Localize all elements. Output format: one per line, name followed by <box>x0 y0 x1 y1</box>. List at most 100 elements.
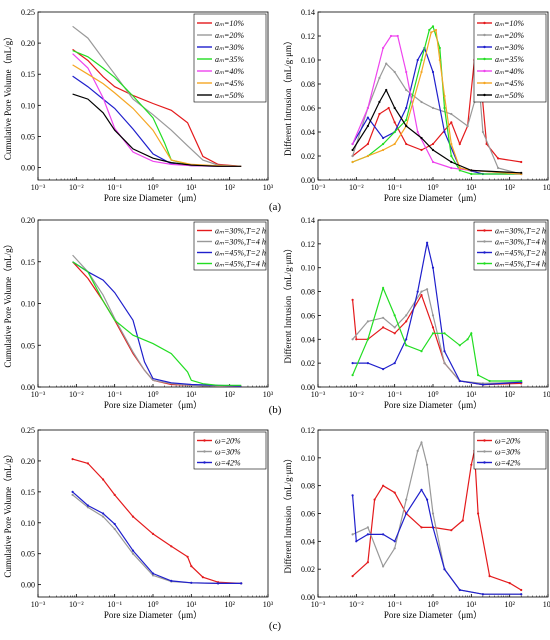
data-point <box>393 362 396 365</box>
data-point <box>450 154 453 158</box>
data-point <box>405 320 408 323</box>
x-tick-label: 10⁻¹ <box>107 390 122 399</box>
y-tick-label: 0.15 <box>21 258 35 267</box>
y-tick-label: 0.08 <box>301 482 315 491</box>
y-tick-label: 0.00 <box>301 383 315 392</box>
data-point <box>431 326 435 329</box>
data-point <box>430 31 433 34</box>
data-point <box>351 362 354 365</box>
y-tick-label: 0.12 <box>301 240 315 249</box>
x-axis-label: Pore size Diameter（μm） <box>104 193 202 203</box>
x-tick-label: 10⁻¹ <box>387 600 402 609</box>
data-point <box>438 58 441 62</box>
legend-marker <box>483 93 486 97</box>
data-point <box>382 565 385 568</box>
x-tick-label: 10³ <box>543 183 550 192</box>
data-point <box>450 142 453 146</box>
y-tick-label: 0.10 <box>21 101 35 110</box>
y-tick-label: 0.10 <box>301 264 315 273</box>
legend-marker <box>483 461 486 464</box>
legend-entry: aₘ=20% <box>495 31 524 40</box>
data-point <box>405 512 408 515</box>
y-tick-label: 0.10 <box>301 56 315 65</box>
series-1 <box>71 493 243 585</box>
data-point <box>426 463 429 466</box>
data-point <box>466 338 469 341</box>
legend-marker <box>483 240 486 243</box>
data-point <box>366 526 369 529</box>
data-point <box>131 515 135 518</box>
legend-box <box>473 13 547 103</box>
data-point <box>190 581 193 584</box>
series-line <box>352 242 522 386</box>
y-tick-label: 0.10 <box>21 300 35 309</box>
data-point <box>382 368 385 371</box>
data-point <box>481 383 484 386</box>
data-point <box>366 338 369 341</box>
legend-entry: aₘ=50% <box>215 91 244 100</box>
data-point <box>458 379 461 383</box>
x-tick-label: 10³ <box>543 600 550 609</box>
legend-entry: aₘ=30% <box>495 43 524 52</box>
data-point <box>420 526 423 529</box>
data-point <box>351 148 354 152</box>
legend-entry: aₘ=30%,T=2 h <box>495 227 546 236</box>
data-point <box>443 362 446 365</box>
x-tick-label: 10⁻³ <box>31 600 46 609</box>
legend-marker <box>203 450 206 453</box>
data-point <box>366 116 369 119</box>
y-tick-label: 0.20 <box>21 39 35 48</box>
data-point <box>443 568 446 571</box>
data-point <box>86 506 89 509</box>
data-point <box>470 332 473 335</box>
series-line <box>72 261 242 387</box>
x-tick-label: 10² <box>504 183 515 192</box>
data-point <box>426 288 429 291</box>
data-point <box>113 493 116 496</box>
series-0 <box>351 449 523 592</box>
y-axis-label: Different Intrusion（mL/g·μm） <box>283 244 293 364</box>
data-point <box>382 136 385 140</box>
data-point <box>131 549 135 552</box>
data-point <box>351 298 354 301</box>
data-point <box>393 130 396 134</box>
data-point <box>466 124 469 128</box>
data-point <box>373 498 376 501</box>
y-tick-label: 0.02 <box>301 152 315 161</box>
series-line <box>72 261 242 386</box>
series-2 <box>351 488 523 596</box>
data-point <box>393 314 396 317</box>
data-point <box>431 526 435 529</box>
series-line <box>72 491 242 585</box>
legend-marker <box>483 450 486 453</box>
data-point <box>382 148 385 152</box>
legend-marker <box>483 33 486 37</box>
data-point <box>86 462 89 465</box>
data-point <box>481 593 484 596</box>
y-axis-label: Cumulative Pore Volume（mL/g） <box>3 449 13 577</box>
legend-entry: aₘ=50% <box>495 91 524 100</box>
legend-marker <box>483 45 486 49</box>
data-point <box>366 106 369 110</box>
x-tick-label: 10⁻² <box>349 183 364 192</box>
y-tick-label: 0.08 <box>301 288 315 297</box>
legend-entry: aₘ=45%,T=2 h <box>215 249 266 258</box>
data-point <box>426 498 429 501</box>
y-tick-label: 0.14 <box>301 8 315 17</box>
x-tick-label: 10⁰ <box>147 600 158 609</box>
series-1 <box>72 25 242 167</box>
data-point <box>420 58 423 62</box>
x-tick-label: 10⁻³ <box>311 390 326 399</box>
data-point <box>508 582 511 585</box>
data-point <box>151 572 155 575</box>
data-point <box>431 142 435 146</box>
data-point <box>431 106 435 110</box>
data-point <box>86 504 89 507</box>
x-tick-label: 10⁰ <box>147 390 158 399</box>
series-3 <box>72 261 242 386</box>
data-point <box>396 34 399 38</box>
y-tick-label: 0.00 <box>301 593 315 602</box>
legend-entry: aₘ=30% <box>215 43 244 52</box>
data-point <box>458 142 461 146</box>
x-axis-label: Pore size Diameter（μm） <box>384 193 482 203</box>
